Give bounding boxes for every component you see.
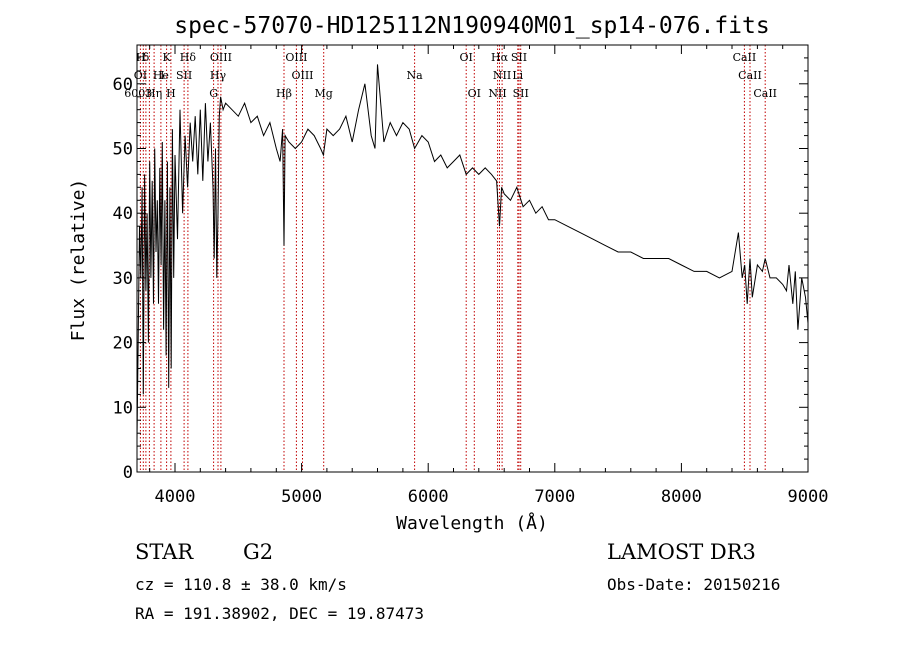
line-label: CaII	[753, 87, 777, 100]
line-label: SII	[513, 87, 529, 100]
plot-frame	[136, 44, 809, 473]
x-tick-label: 8000	[661, 487, 702, 507]
y-tick-label: 40	[113, 204, 133, 224]
redshift-value: cz = 110.8 ± 38.0 km/s	[135, 575, 347, 594]
line-label: OI	[460, 51, 473, 64]
line-label: OIII	[210, 51, 232, 64]
line-label: SII	[511, 51, 527, 64]
x-axis-label: Wavelength (Å)	[396, 512, 548, 534]
line-label: Li	[512, 69, 523, 82]
line-label: Hγ	[210, 69, 227, 82]
y-axis-ticks: 0 10 20 30 40 50 60	[113, 57, 808, 483]
line-label: SII	[176, 69, 192, 82]
x-tick-label: 9000	[788, 487, 829, 507]
y-tick-label: 50	[113, 140, 133, 160]
line-label: He	[153, 69, 169, 82]
x-tick-label: 5000	[281, 487, 322, 507]
object-type: STAR	[135, 540, 194, 564]
line-label: Hβ	[276, 87, 292, 100]
spectrum-line	[136, 64, 809, 440]
line-label: Na	[407, 69, 424, 82]
x-axis-ticks: 4000 5000 6000 7000 8000 9000	[149, 45, 829, 507]
line-label: K	[162, 51, 171, 64]
line-label: Hα	[491, 51, 509, 64]
line-label: δ	[143, 51, 150, 64]
y-axis-label: Flux (relative)	[68, 179, 89, 342]
line-label: G	[209, 87, 218, 100]
line-label: NII	[488, 87, 506, 100]
line-label: OIII	[291, 69, 313, 82]
y-tick-label: 60	[113, 75, 133, 95]
y-tick-label: 30	[113, 269, 133, 289]
line-label: 6003	[124, 87, 152, 100]
line-label: Hδ	[180, 51, 197, 64]
survey-name: LAMOST DR3	[607, 540, 756, 564]
line-label: Mg	[315, 87, 333, 100]
spectrum-series	[136, 64, 809, 440]
line-label: H	[166, 87, 176, 100]
line-label: OI	[468, 87, 481, 100]
line-label: OIII	[285, 51, 307, 64]
line-label: NII	[493, 69, 511, 82]
line-label: I	[160, 69, 164, 82]
y-tick-label: 10	[113, 398, 133, 418]
coordinates: RA = 191.38902, DEC = 19.87473	[135, 604, 424, 623]
subclass: G2	[243, 540, 274, 564]
chart-title: spec-57070-HD125112N190940M01_sp14-076.f…	[174, 13, 769, 39]
observation-date: Obs-Date: 20150216	[607, 575, 781, 594]
x-tick-label: 6000	[408, 487, 449, 507]
line-label: Hη	[146, 87, 162, 100]
spectral-line-markers	[139, 45, 766, 472]
line-label: CaII	[733, 51, 757, 64]
y-tick-label: 20	[113, 334, 133, 354]
line-label: CaII	[738, 69, 762, 82]
x-tick-label: 7000	[534, 487, 575, 507]
y-tick-label: 0	[123, 463, 133, 483]
x-tick-label: 4000	[155, 487, 196, 507]
